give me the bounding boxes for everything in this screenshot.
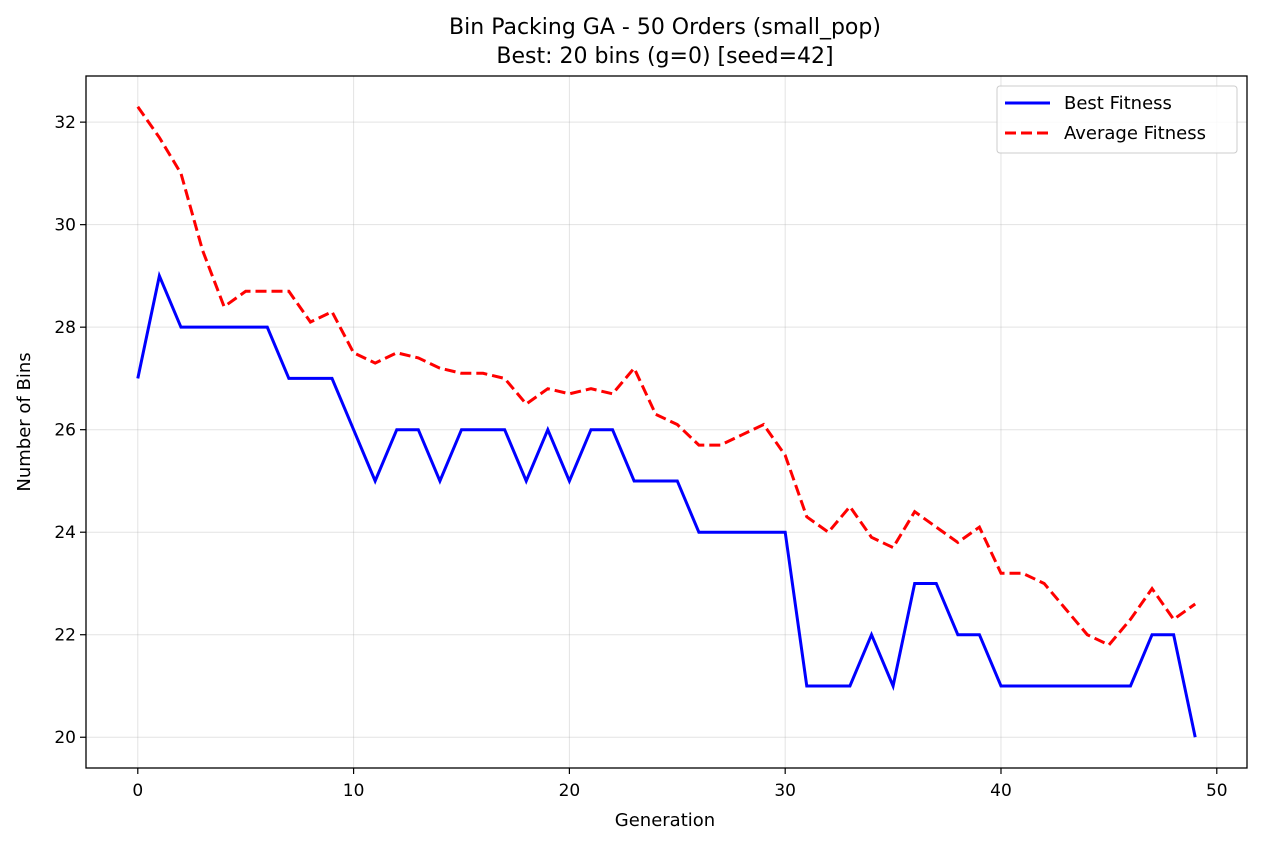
chart-subtitle: Best: 20 bins (g=0) [seed=42] [496, 44, 833, 69]
y-tick-label: 28 [54, 318, 76, 338]
y-tick-label: 30 [54, 216, 76, 236]
legend: Best Fitness Average Fitness [996, 85, 1238, 154]
y-tick-label: 32 [54, 113, 76, 133]
x-axis-label: Generation [615, 810, 715, 831]
x-tick-label: 30 [774, 781, 796, 801]
series-line-best-fitness [136, 270, 1197, 738]
plot-area-frame [85, 75, 1248, 769]
x-tick-label: 40 [990, 781, 1012, 801]
chart-title: Bin Packing GA - 50 Orders (small_pop) [449, 15, 881, 40]
x-tick-label: 0 [132, 781, 143, 801]
legend-box [996, 85, 1238, 154]
x-tick-label: 10 [343, 781, 365, 801]
y-tick-label: 24 [54, 523, 76, 543]
y-tick-label: 20 [54, 728, 76, 748]
legend-label-average-fitness: Average Fitness [1064, 123, 1206, 144]
x-tick-label: 50 [1206, 781, 1228, 801]
legend-label-best-fitness: Best Fitness [1064, 93, 1172, 114]
x-tick-label: 20 [559, 781, 581, 801]
y-tick-label: 26 [54, 421, 76, 441]
series-line-average-fitness [136, 105, 1197, 647]
series-lines [136, 105, 1197, 738]
y-axis-label: Number of Bins [14, 352, 35, 491]
y-tick-label: 22 [54, 626, 76, 646]
grid [86, 76, 1247, 768]
axis-ticks: 0 10 20 30 40 50 20 22 24 26 28 30 32 [54, 113, 1227, 801]
